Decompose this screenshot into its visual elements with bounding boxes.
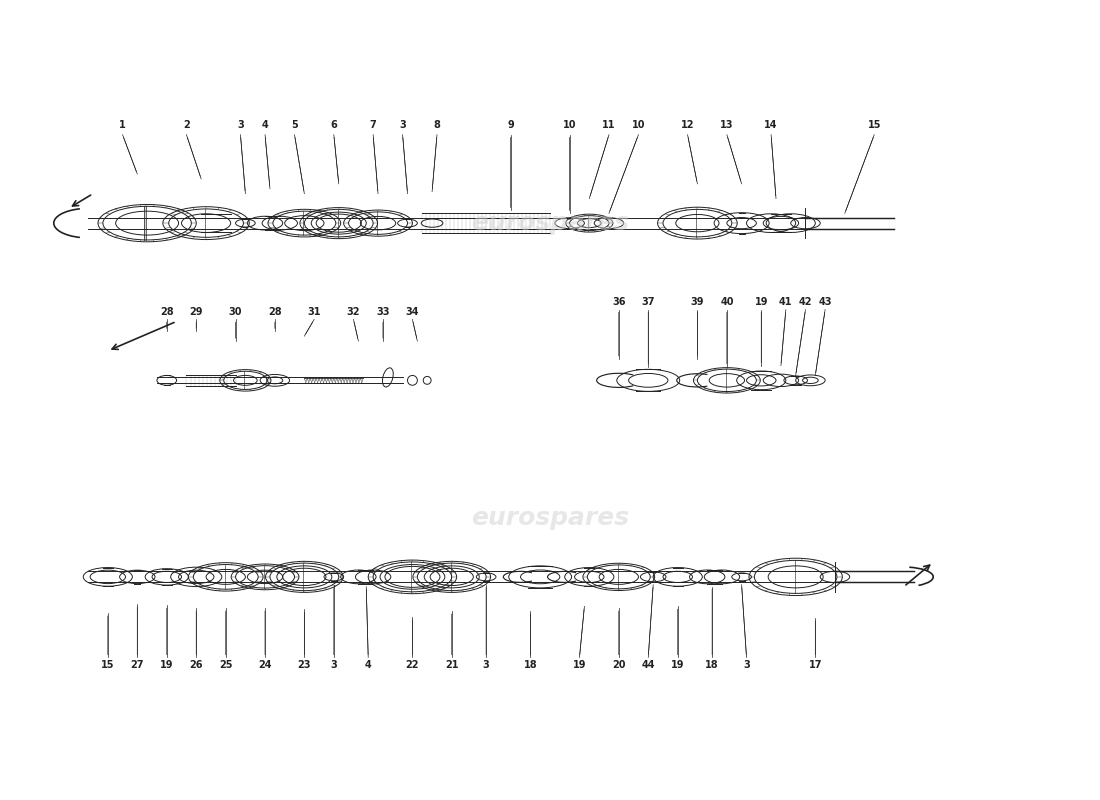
Text: 17: 17	[808, 660, 822, 670]
Text: 15: 15	[868, 120, 881, 130]
Text: 32: 32	[346, 306, 360, 317]
Text: 3: 3	[238, 120, 244, 130]
Text: 42: 42	[799, 297, 812, 306]
Text: 24: 24	[258, 660, 272, 670]
Text: 1: 1	[119, 120, 125, 130]
Text: 34: 34	[406, 306, 419, 317]
Text: 19: 19	[573, 660, 586, 670]
Text: 28: 28	[268, 306, 282, 317]
Text: 41: 41	[779, 297, 793, 306]
Text: 19: 19	[160, 660, 174, 670]
Text: 8: 8	[433, 120, 440, 130]
Text: 40: 40	[720, 297, 734, 306]
Text: 15: 15	[101, 660, 114, 670]
Text: 10: 10	[563, 120, 576, 130]
Text: 30: 30	[229, 306, 242, 317]
Text: 6: 6	[330, 120, 338, 130]
Text: 10: 10	[631, 120, 646, 130]
Text: 22: 22	[406, 660, 419, 670]
Text: 18: 18	[524, 660, 537, 670]
Text: 3: 3	[330, 660, 338, 670]
Text: 29: 29	[189, 306, 204, 317]
Text: 5: 5	[292, 120, 298, 130]
Text: 19: 19	[755, 297, 768, 306]
Text: 12: 12	[681, 120, 694, 130]
Text: 33: 33	[376, 306, 389, 317]
Text: 23: 23	[298, 660, 311, 670]
Text: 7: 7	[370, 120, 376, 130]
Text: 20: 20	[612, 660, 626, 670]
Text: 4: 4	[262, 120, 268, 130]
Text: 2: 2	[183, 120, 190, 130]
Text: 43: 43	[818, 297, 832, 306]
Text: 19: 19	[671, 660, 684, 670]
Text: 3: 3	[399, 120, 406, 130]
Text: 36: 36	[612, 297, 626, 306]
Text: 31: 31	[307, 306, 321, 317]
Text: 3: 3	[483, 660, 490, 670]
Text: 4: 4	[365, 660, 372, 670]
Text: 13: 13	[720, 120, 734, 130]
Text: 28: 28	[160, 306, 174, 317]
Text: 39: 39	[691, 297, 704, 306]
Text: 3: 3	[744, 660, 750, 670]
Text: 9: 9	[507, 120, 514, 130]
Text: 27: 27	[131, 660, 144, 670]
Text: eurospares: eurospares	[471, 506, 629, 530]
Text: eurospares: eurospares	[471, 211, 629, 235]
Text: 11: 11	[602, 120, 616, 130]
Text: 14: 14	[764, 120, 778, 130]
Text: 44: 44	[641, 660, 654, 670]
Text: 37: 37	[641, 297, 654, 306]
Text: 18: 18	[705, 660, 719, 670]
Text: 26: 26	[189, 660, 204, 670]
Text: 25: 25	[219, 660, 232, 670]
Text: 21: 21	[446, 660, 459, 670]
